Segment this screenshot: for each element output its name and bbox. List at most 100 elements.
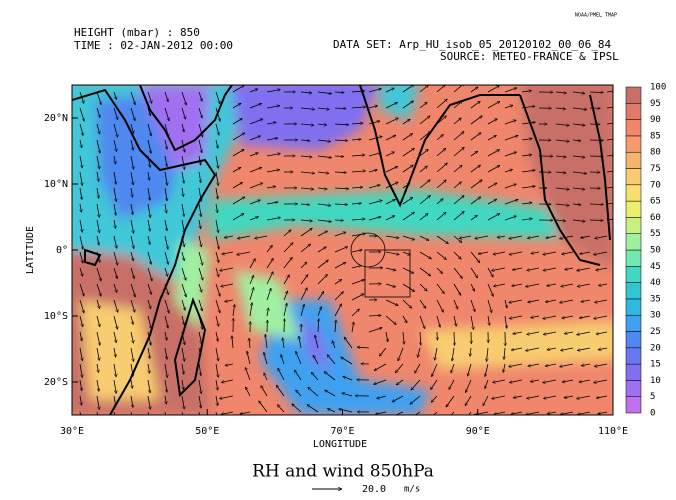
wind-vector: [543, 331, 557, 335]
wind-vector: [96, 155, 100, 169]
wind-vector: [581, 364, 591, 366]
wind-vector: [487, 100, 500, 109]
wind-vector: [240, 411, 251, 414]
wind-vector: [332, 340, 336, 349]
wind-vector: [79, 411, 81, 415]
wind-vector: [398, 347, 404, 361]
wind-vector: [334, 278, 342, 285]
wind-vector: [436, 315, 440, 328]
wind-vector: [215, 379, 218, 390]
wind-vector: [130, 155, 134, 169]
wind-vector: [385, 117, 398, 125]
wind-vector: [351, 280, 365, 285]
wind-vector: [198, 315, 203, 330]
wind-vector: [555, 172, 566, 173]
wind-vector: [375, 411, 387, 414]
wind-vector: [266, 202, 278, 205]
wind-vector: [419, 195, 431, 205]
wind-vector: [487, 283, 493, 297]
colorbar-label: 70: [650, 180, 661, 190]
wind-vector: [414, 363, 421, 373]
wind-vector: [181, 123, 184, 132]
wind-vector: [198, 155, 201, 165]
wind-vector: [436, 99, 447, 109]
wind-vector: [147, 187, 150, 201]
wind-vector: [282, 338, 284, 349]
wind-vector: [351, 91, 365, 92]
wind-vector: [527, 267, 540, 270]
wind-vector: [181, 203, 184, 217]
wind-vector: [215, 235, 219, 250]
wind-vector: [198, 139, 202, 153]
wind-vector: [385, 299, 398, 306]
wind-vector: [470, 100, 480, 109]
wind-vector: [130, 395, 133, 408]
wind-vector: [147, 347, 150, 359]
wind-vector: [198, 91, 202, 101]
wind-vector: [357, 347, 370, 348]
wind-vector: [96, 203, 99, 218]
colorbar-bin: [625, 168, 642, 186]
wind-vector: [572, 220, 585, 221]
wind-vector: [264, 352, 268, 365]
wind-vector: [598, 284, 608, 286]
wind-vector: [577, 347, 591, 351]
wind-vector: [385, 87, 394, 93]
wind-vector: [130, 171, 133, 185]
wind-vector: [130, 219, 134, 234]
colorbar-bin: [625, 249, 642, 267]
wind-vector: [164, 315, 168, 328]
wind-vector: [198, 395, 201, 408]
wind-vector: [96, 235, 99, 245]
wind-vector: [572, 188, 585, 189]
wind-vector: [606, 91, 613, 92]
wind-vector: [237, 235, 251, 239]
field-shading: [72, 85, 613, 415]
wind-vector: [521, 203, 532, 204]
wind-vector: [113, 283, 117, 293]
wind-vector: [445, 395, 455, 407]
wind-vector: [526, 395, 540, 399]
wind-vector: [565, 268, 574, 270]
wind-vector: [368, 89, 382, 93]
wind-vector: [453, 235, 462, 243]
wind-vector: [593, 379, 608, 383]
reference-value: 20.0: [362, 484, 386, 495]
wind-vector: [453, 315, 456, 326]
wind-vector: [317, 230, 328, 237]
wind-vector: [606, 170, 613, 173]
colorbar-label: 25: [650, 327, 661, 337]
y-tick-label: 20°N: [44, 113, 68, 124]
wind-vector: [470, 299, 475, 312]
wind-vector: [300, 156, 312, 157]
wind-vector: [325, 389, 336, 397]
wind-vector: [198, 379, 201, 394]
wind-vector: [525, 411, 540, 415]
wind-vector: [436, 199, 443, 205]
wind-vector: [379, 347, 387, 356]
wind-vector: [79, 123, 83, 136]
wind-vector: [430, 379, 438, 390]
wind-vector: [147, 123, 151, 136]
wind-vector: [470, 86, 478, 93]
wind-vector: [431, 363, 438, 377]
colorbar-bin: [625, 151, 642, 169]
wind-vector: [96, 299, 100, 309]
wind-vector: [521, 170, 535, 173]
wind-vector: [334, 172, 347, 173]
wind-vector: [232, 148, 244, 157]
wind-vector: [419, 102, 427, 109]
wind-vector: [334, 220, 344, 221]
wind-vector: [312, 355, 319, 365]
wind-vector: [219, 267, 234, 271]
wind-vector: [324, 371, 336, 381]
colorbar-label: 95: [650, 99, 661, 109]
wind-vector: [436, 85, 446, 93]
wind-vector: [572, 171, 587, 174]
wind-vector: [468, 411, 472, 415]
wind-vector: [351, 155, 365, 156]
wind-vector: [402, 196, 413, 205]
wind-vector: [317, 124, 327, 125]
wind-vector: [453, 165, 462, 173]
wind-vector: [317, 306, 321, 317]
